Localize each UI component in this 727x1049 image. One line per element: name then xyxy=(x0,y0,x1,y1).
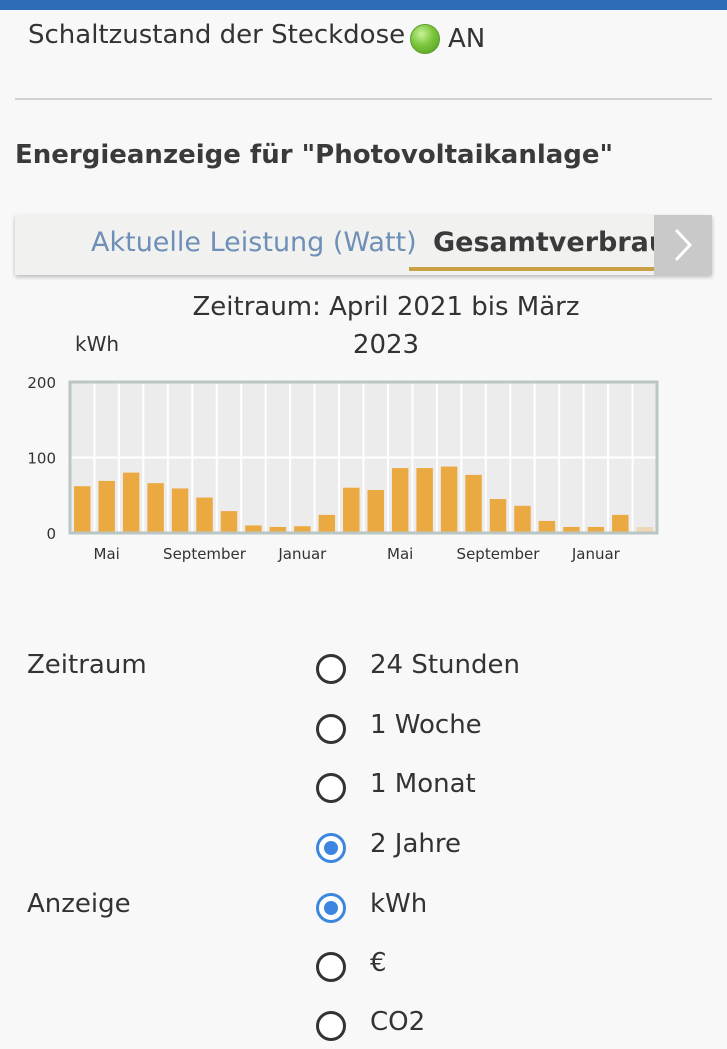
radio-button-icon[interactable] xyxy=(316,773,346,803)
radio-button-icon[interactable] xyxy=(316,654,346,684)
radio-co2[interactable]: CO2 xyxy=(316,1007,636,1049)
chart-bar xyxy=(465,474,482,533)
socket-status-row: Schaltzustand der Steckdose AN xyxy=(28,18,708,62)
radio-label: 2 Jahre xyxy=(370,829,461,859)
x-tick-label: September xyxy=(457,545,541,563)
radio-label: 1 Woche xyxy=(370,710,482,740)
divider xyxy=(15,98,712,100)
radio-label: kWh xyxy=(370,889,428,919)
radio-label: € xyxy=(370,948,387,978)
period-label: Zeitraum xyxy=(27,650,147,680)
radio-button-checked-icon[interactable] xyxy=(316,893,346,923)
socket-status-value: AN xyxy=(448,24,486,54)
chart-bar xyxy=(367,489,384,533)
chart-bar xyxy=(343,487,360,533)
x-tick-label: Mai xyxy=(94,545,120,563)
chart-bar xyxy=(587,526,605,533)
chart-bar xyxy=(147,483,164,533)
radio-button-icon[interactable] xyxy=(316,714,346,744)
chart-bar xyxy=(196,497,213,533)
radio-kwh[interactable]: kWh xyxy=(316,889,636,931)
active-tab-indicator xyxy=(409,267,655,271)
chart-bar xyxy=(220,511,238,533)
radio-button-icon[interactable] xyxy=(316,1011,346,1041)
tabs-next-button[interactable] xyxy=(654,215,712,275)
y-tick-label: 100 xyxy=(27,450,56,468)
radio-button-checked-icon[interactable] xyxy=(316,833,346,863)
radio-label: CO2 xyxy=(370,1007,426,1037)
chart-bar xyxy=(245,525,262,533)
chart-bar xyxy=(563,526,580,533)
radio-label: 24 Stunden xyxy=(370,650,520,680)
radio-24-hours[interactable]: 24 Stunden xyxy=(316,650,636,692)
chart-bar xyxy=(294,526,311,533)
y-tick-label: 200 xyxy=(27,374,56,392)
chart-bar xyxy=(74,486,91,533)
chart-bar xyxy=(514,505,531,533)
chart-bar xyxy=(489,499,507,533)
status-on-indicator-icon xyxy=(410,24,440,54)
chart-tabs: Aktuelle Leistung (Watt) Gesamtverbrauch xyxy=(15,215,712,275)
chart-bar xyxy=(171,488,189,533)
x-tick-label: Mai xyxy=(387,545,413,563)
radio-euro[interactable]: € xyxy=(316,948,636,990)
radio-button-icon[interactable] xyxy=(316,952,346,982)
x-tick-label: Januar xyxy=(277,545,327,563)
chart-bar xyxy=(538,520,556,533)
x-tick-label: Januar xyxy=(571,545,621,563)
energy-bar-chart: 0 100 200 Mai September Januar Mai September Jan… xyxy=(27,374,659,563)
tab-current-power[interactable]: Aktuelle Leistung (Watt) xyxy=(91,227,417,258)
chevron-right-icon xyxy=(674,228,693,262)
chart-bar xyxy=(416,468,433,533)
energy-section-title: Energieanzeige für "Photovoltaikanlage" xyxy=(15,140,614,170)
chart-bar xyxy=(318,514,336,533)
radio-1-week[interactable]: 1 Woche xyxy=(316,710,636,752)
display-label: Anzeige xyxy=(27,889,131,919)
chart-bar xyxy=(636,526,653,533)
chart-bar xyxy=(98,480,115,533)
chart-bar xyxy=(122,472,140,533)
radio-label: 1 Monat xyxy=(370,769,476,799)
top-accent-bar xyxy=(0,0,727,10)
radio-2-years[interactable]: 2 Jahre xyxy=(316,829,636,871)
chart-y-axis-label: kWh xyxy=(75,332,120,356)
socket-status-label: Schaltzustand der Steckdose xyxy=(28,20,406,50)
y-tick-label: 0 xyxy=(46,525,56,543)
chart-bar xyxy=(612,514,629,533)
chart-frame xyxy=(68,380,659,535)
chart-bar xyxy=(440,466,458,533)
x-tick-label: September xyxy=(163,545,247,563)
radio-1-month[interactable]: 1 Monat xyxy=(316,769,636,811)
chart-title: Zeitraum: April 2021 bis März 2023 xyxy=(192,292,580,360)
chart-bar xyxy=(391,468,409,533)
chart-bar xyxy=(269,526,287,533)
